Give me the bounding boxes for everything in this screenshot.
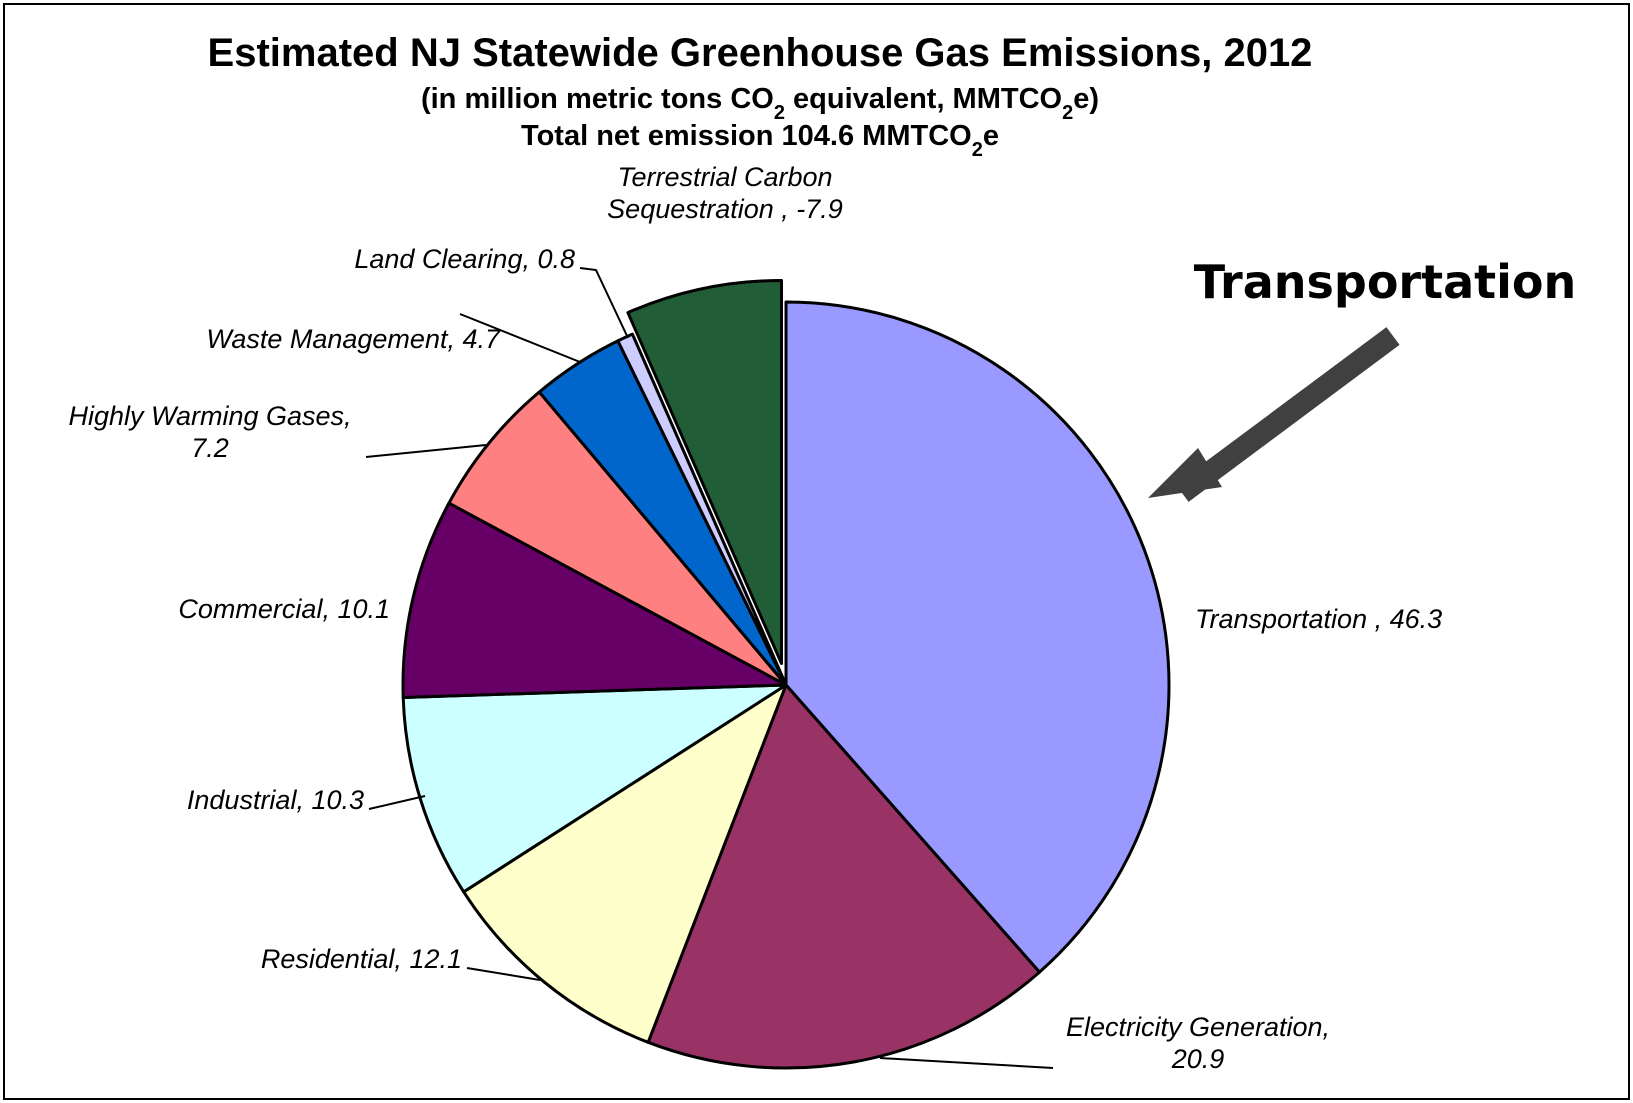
data-label-residential: Residential, 12.1 xyxy=(261,944,462,974)
leader-line xyxy=(368,795,426,810)
data-label-land-clearing: Land Clearing, 0.8 xyxy=(354,244,575,274)
pie-slice-electricity-generation xyxy=(646,683,1042,1070)
pie-slice-industrial xyxy=(401,683,788,894)
data-label-electricity-generation: Electricity Generation, 20.9 xyxy=(1066,1012,1330,1074)
pie-slice-land-clearing xyxy=(616,332,788,687)
chart-title: Estimated NJ Statewide Greenhouse Gas Em… xyxy=(208,31,1313,75)
pie-slice-terrestrial-carbon-sequestration xyxy=(626,278,783,665)
data-label-waste-management: Waste Management, 4.7 xyxy=(206,324,501,354)
data-label-commercial: Commercial, 10.1 xyxy=(178,594,390,624)
chart-total: Total net emission 104.6 MMTCO2e xyxy=(521,120,999,161)
pie-slices xyxy=(401,278,1171,1070)
data-label-industrial: Industrial, 10.3 xyxy=(187,785,364,815)
callout-label: Transportation xyxy=(1194,255,1577,309)
chart-subtitle: (in million metric tons CO2 equivalent, … xyxy=(421,83,1099,124)
pie-slice-transportation xyxy=(784,300,1171,974)
pie-slice-residential xyxy=(462,683,788,1044)
callout-arrow-shaft xyxy=(1175,327,1400,502)
label-leader-lines xyxy=(365,267,1054,1069)
leader-line xyxy=(879,1057,1054,1069)
data-label-terrestrial-carbon-sequestration: Terrestrial Carbon Sequestration , -7.9 xyxy=(607,162,843,224)
pie-slice-commercial xyxy=(401,501,788,699)
slice-labels: Transportation , 46.3 Electricity Generat… xyxy=(68,162,1442,1074)
transportation-callout: Transportation xyxy=(1148,255,1577,502)
chart-frame xyxy=(3,3,1630,1100)
data-label-highly-warming-gases: Highly Warming Gases, 7.2 xyxy=(68,401,351,463)
leader-line xyxy=(459,313,581,363)
leader-line xyxy=(466,967,541,981)
pie-slice-highly-warming-gases xyxy=(447,390,788,687)
leader-line xyxy=(365,444,487,458)
leader-line xyxy=(579,267,629,339)
data-label-transportation: Transportation , 46.3 xyxy=(1195,604,1442,634)
callout-arrow-head xyxy=(1148,448,1222,498)
